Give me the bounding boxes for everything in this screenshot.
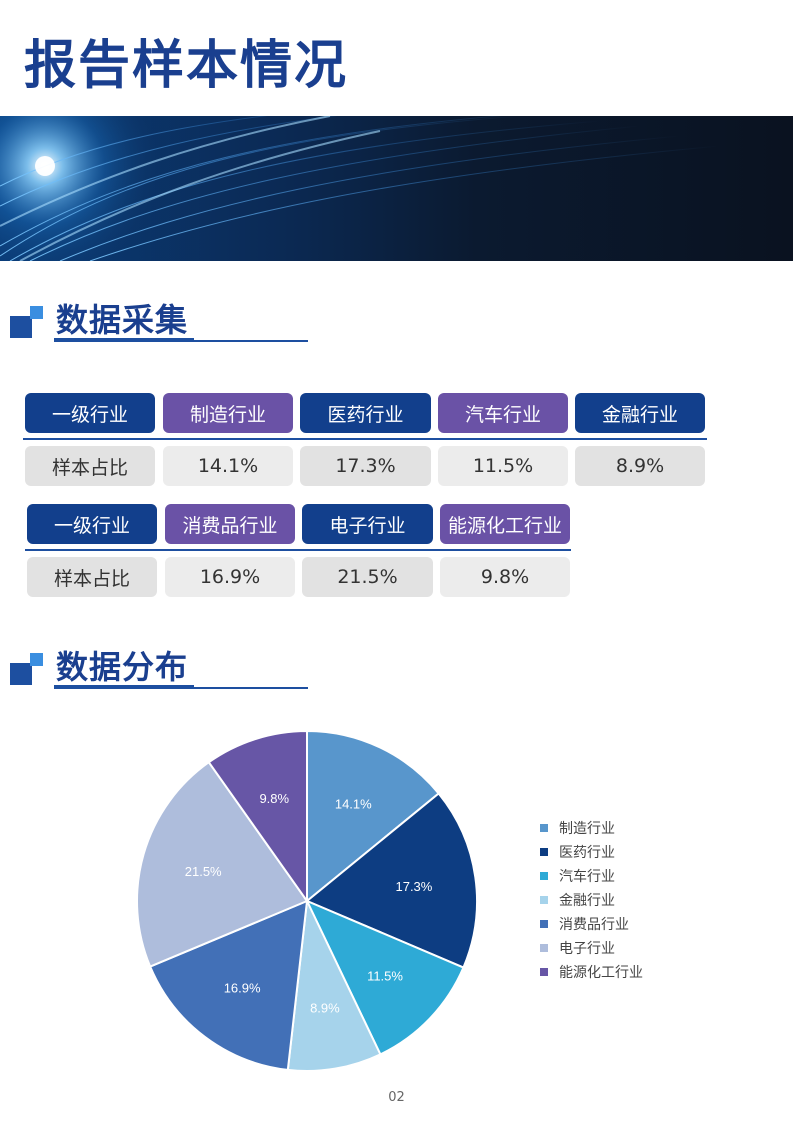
section-title: 数据采集 <box>56 301 189 339</box>
pie-slice <box>136 760 309 968</box>
pie-slice-label: 11.5% <box>367 969 403 984</box>
pie-slice <box>207 729 308 905</box>
share-cell: 11.5% <box>438 446 568 486</box>
pie-slice-label: 16.9% <box>224 980 261 995</box>
pie-chart: 14.1% 17.3% 11.5% 8.9% 16.9% 21.5% 9.8% <box>136 729 478 1072</box>
industry-cell: 制造行业 <box>163 393 293 433</box>
pie-labels: 14.1% 17.3% 11.5% 8.9% 16.9% 21.5% 9.8% <box>185 791 433 1015</box>
pie-slice <box>148 899 309 1072</box>
legend-item: 医药行业 <box>540 840 643 864</box>
industry-cell: 汽车行业 <box>438 393 568 433</box>
chart-legend: 制造行业医药行业汽车行业金融行业消费品行业电子行业能源化工行业 <box>540 816 643 984</box>
legend-label: 汽车行业 <box>559 869 615 885</box>
section-data-collection: 数据采集 <box>10 298 310 348</box>
legend-swatch <box>540 896 548 904</box>
industry-cell: 消费品行业 <box>165 504 295 544</box>
table-divider <box>25 549 571 551</box>
pie-slice <box>286 897 382 1072</box>
pie-slice-label: 8.9% <box>310 1001 340 1016</box>
industry-cell: 能源化工行业 <box>440 504 570 544</box>
legend-swatch <box>540 968 548 976</box>
share-cell: 9.8% <box>440 557 570 597</box>
legend-label: 能源化工行业 <box>559 965 643 981</box>
pie-slice <box>306 729 441 904</box>
section-square-icon <box>10 306 44 340</box>
legend-swatch <box>540 944 548 952</box>
legend-swatch <box>540 824 548 832</box>
pie-slice <box>305 792 478 969</box>
share-cell: 14.1% <box>163 446 293 486</box>
legend-label: 金融行业 <box>559 893 615 909</box>
page-number: 02 <box>388 1090 405 1105</box>
section-square-icon <box>10 653 44 687</box>
pie-slice <box>304 899 465 1056</box>
light-streaks-graphic <box>0 116 793 261</box>
legend-item: 制造行业 <box>540 816 643 840</box>
row-header-cell: 一级行业 <box>27 504 157 544</box>
share-cell: 21.5% <box>302 557 433 597</box>
legend-swatch <box>540 872 548 880</box>
share-cell: 16.9% <box>165 557 295 597</box>
table-divider <box>23 438 707 440</box>
legend-item: 能源化工行业 <box>540 960 643 984</box>
pie-slice-label: 17.3% <box>395 879 432 894</box>
legend-swatch <box>540 920 548 928</box>
section-data-distribution: 数据分布 <box>10 645 310 695</box>
row-header-cell: 一级行业 <box>25 393 155 433</box>
share-cell: 17.3% <box>300 446 431 486</box>
industry-cell: 电子行业 <box>302 504 433 544</box>
value-header-cell: 样本占比 <box>25 446 155 486</box>
section-title: 数据分布 <box>56 648 189 686</box>
legend-swatch <box>540 848 548 856</box>
pie-slices <box>136 729 478 1072</box>
pie-slice-label: 14.1% <box>335 796 372 811</box>
legend-item: 金融行业 <box>540 888 643 912</box>
page-title: 报告样本情况 <box>24 36 349 96</box>
legend-item: 电子行业 <box>540 936 643 960</box>
value-header-cell: 样本占比 <box>27 557 157 597</box>
legend-label: 制造行业 <box>559 821 615 837</box>
legend-label: 电子行业 <box>559 941 615 957</box>
pie-slice-label: 9.8% <box>259 791 289 806</box>
section-underline <box>54 338 308 342</box>
industry-cell: 金融行业 <box>575 393 705 433</box>
share-cell: 8.9% <box>575 446 705 486</box>
header-banner <box>0 116 793 261</box>
pie-slice-label: 21.5% <box>185 864 222 879</box>
legend-item: 汽车行业 <box>540 864 643 888</box>
section-underline <box>54 685 308 689</box>
legend-item: 消费品行业 <box>540 912 643 936</box>
legend-label: 消费品行业 <box>559 917 629 933</box>
legend-label: 医药行业 <box>559 845 615 861</box>
industry-cell: 医药行业 <box>300 393 431 433</box>
